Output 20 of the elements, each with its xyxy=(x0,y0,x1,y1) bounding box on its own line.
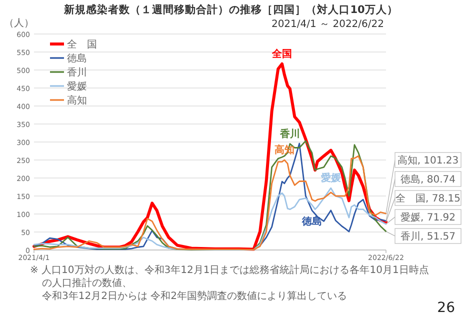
chart-title: 新規感染者数（１週間移動合計）の推移［四国］（対人口10万人） xyxy=(63,3,398,16)
annotation: 愛媛, 71.92 xyxy=(400,212,456,224)
annotation: 全国 xyxy=(271,48,292,60)
text: 令和3年12月2日からは 令和2年国勢調査の数値により算出している xyxy=(42,290,347,302)
legend-label: 全 国 xyxy=(67,38,97,50)
text: ※ 人口10万対の人数は、令和3年12月1日までは総務省統計局における各年10月1日時点の人口推計の数値、 xyxy=(30,264,429,289)
annotation: 徳島 xyxy=(300,215,322,228)
legend-label: 香川 xyxy=(67,66,87,78)
chart-subtitle: 2021/4/1 ～ 2022/6/22 xyxy=(271,19,384,30)
y-axis-title: （人） xyxy=(4,18,34,29)
annotation: 徳島, 80.74 xyxy=(400,174,456,186)
annotation: 香川, 51.57 xyxy=(400,230,456,242)
legend-label: 高知 xyxy=(67,94,87,106)
legend-label: 愛媛 xyxy=(67,80,87,92)
annotation: 香川 xyxy=(278,128,300,140)
annotation: 高知, 101.23 xyxy=(397,154,459,166)
legend-label: 徳島 xyxy=(67,52,87,64)
annotation: 全 国, 78.15 xyxy=(396,192,460,204)
annotation: 愛媛 xyxy=(320,172,341,184)
text: 26 xyxy=(437,300,456,316)
